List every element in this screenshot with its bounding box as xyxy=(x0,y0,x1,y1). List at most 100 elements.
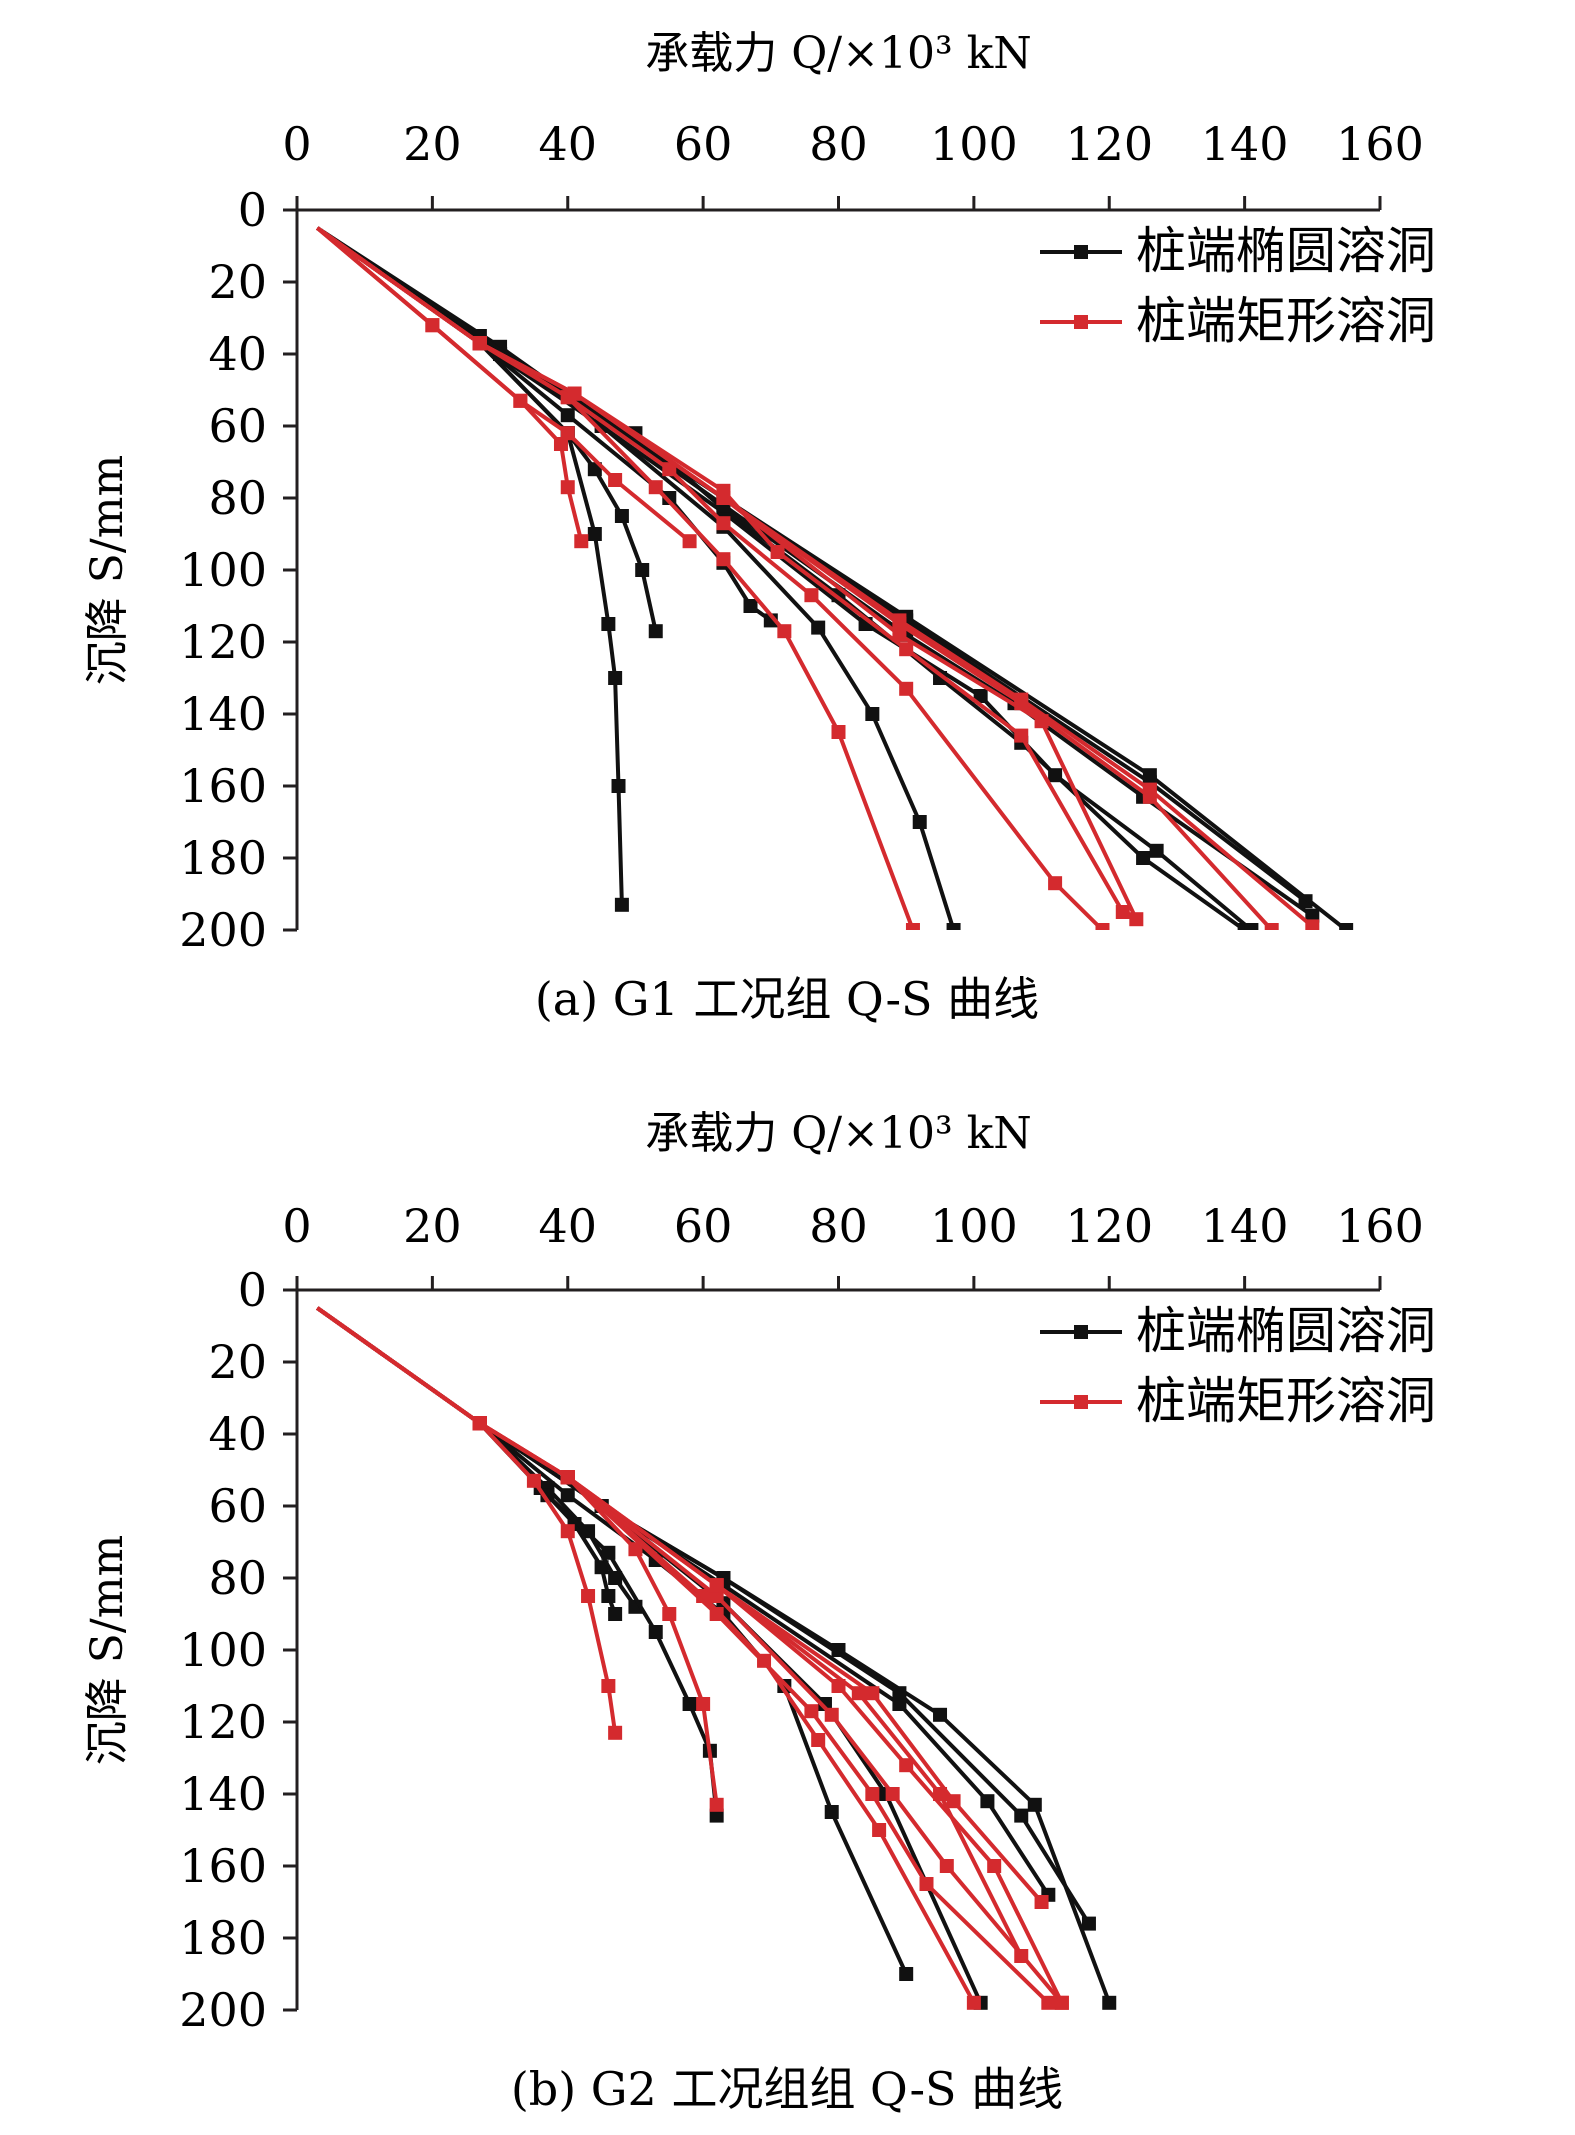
x-tick-label: 0 xyxy=(282,1199,311,1253)
data-point xyxy=(628,1542,643,1557)
data-point xyxy=(662,462,677,477)
data-point xyxy=(581,1589,596,1603)
legend-marker xyxy=(1074,1325,1088,1339)
data-point xyxy=(865,1686,880,1701)
data-point xyxy=(472,336,487,351)
y-tick-label: 140 xyxy=(179,1767,267,1821)
series-line xyxy=(316,226,1314,928)
series-line xyxy=(316,226,915,930)
data-point xyxy=(1142,782,1157,797)
y-tick-label: 0 xyxy=(238,183,267,237)
data-point xyxy=(804,1704,819,1719)
data-point xyxy=(614,897,629,912)
series-line xyxy=(316,1306,1064,2005)
series-6 xyxy=(316,1306,1096,1931)
data-point xyxy=(892,627,907,642)
data-point xyxy=(567,386,582,401)
series-line xyxy=(316,226,1104,930)
data-point xyxy=(662,491,677,505)
data-point xyxy=(905,923,920,930)
data-point xyxy=(696,1697,711,1711)
data-point xyxy=(611,779,626,793)
data-point xyxy=(973,689,988,703)
legend-marker xyxy=(1074,245,1088,259)
y-tick-label: 140 xyxy=(179,687,267,741)
data-point xyxy=(587,527,602,541)
series-line xyxy=(316,226,691,543)
series-line xyxy=(316,1306,1050,1896)
data-point xyxy=(817,1697,832,1711)
x-tick-label: 120 xyxy=(1065,117,1153,171)
data-point xyxy=(919,1877,934,1891)
data-point xyxy=(899,642,914,657)
data-point xyxy=(709,1578,724,1593)
series-0 xyxy=(316,1306,623,1621)
data-point xyxy=(1027,1797,1042,1812)
data-point xyxy=(1054,1995,1069,2010)
y-axis-title: 沉降 S/mm xyxy=(82,1535,133,1765)
y-tick-label: 0 xyxy=(238,1263,267,1317)
series-15 xyxy=(316,1306,1049,1909)
data-point xyxy=(1034,1895,1049,1909)
legend-item-0: 桩端椭圆溶洞 xyxy=(1040,1302,1436,1360)
series-16 xyxy=(316,226,1320,930)
y-tick-label: 200 xyxy=(179,903,267,957)
series-line xyxy=(316,1306,1044,1904)
legend-label: 桩端椭圆溶洞 xyxy=(1136,222,1436,280)
x-axis-title: 承载力 Q/×10³ kN xyxy=(645,1108,1032,1159)
data-point xyxy=(1115,905,1130,919)
legend-marker xyxy=(1074,1395,1088,1409)
chart-caption: (b) G2 工况组组 Q-S 曲线 xyxy=(511,2062,1063,2116)
data-point xyxy=(851,1686,866,1701)
data-point xyxy=(824,1805,839,1819)
series-line xyxy=(316,226,956,930)
series-line xyxy=(316,1306,983,2004)
data-point xyxy=(770,545,785,559)
chart-panel-0: 承载力 Q/×10³ kN 沉降 S/mm 0 20 40 60 80 100 120 140 16… xyxy=(82,28,1436,1026)
data-point xyxy=(1305,919,1320,930)
data-point xyxy=(1142,768,1157,783)
x-tick-label: 20 xyxy=(403,117,462,171)
series-line xyxy=(316,226,1246,930)
y-tick-label: 100 xyxy=(179,543,267,597)
x-tick-label: 160 xyxy=(1336,1199,1424,1253)
data-point xyxy=(716,491,731,505)
y-tick-label: 160 xyxy=(179,1839,267,1893)
y-tick-label: 180 xyxy=(179,1911,267,1965)
data-point xyxy=(526,1473,541,1488)
data-point xyxy=(682,1697,697,1711)
data-point xyxy=(662,1607,677,1621)
data-point xyxy=(865,707,880,721)
data-point xyxy=(682,534,697,549)
legend-item-1: 桩端矩形溶洞 xyxy=(1040,292,1436,350)
data-point xyxy=(1014,1949,1029,1963)
data-point xyxy=(885,1787,900,1801)
chart-panel-1: 承载力 Q/×10³ kN 沉降 S/mm 0 20 40 60 80 100 120 140 16… xyxy=(82,1108,1436,2116)
series-4 xyxy=(316,1306,988,2010)
data-point xyxy=(553,437,568,451)
data-point xyxy=(872,1823,887,1837)
data-point xyxy=(608,1607,623,1621)
plot-area xyxy=(316,226,1354,930)
y-tick-label: 160 xyxy=(179,759,267,813)
series-13 xyxy=(316,1306,1069,2010)
data-point xyxy=(1264,923,1279,930)
series-line xyxy=(316,226,1253,930)
x-tick-label: 60 xyxy=(674,1199,733,1253)
series-12 xyxy=(316,226,1110,930)
data-point xyxy=(980,1794,995,1809)
data-point xyxy=(608,671,623,685)
data-point xyxy=(933,1707,948,1722)
data-point xyxy=(1244,923,1259,930)
data-point xyxy=(574,534,589,549)
data-point xyxy=(648,480,663,495)
data-point xyxy=(1305,908,1320,923)
x-tick-label: 140 xyxy=(1201,1199,1289,1253)
series-14 xyxy=(316,1306,1029,1963)
data-point xyxy=(709,1808,724,1823)
data-point xyxy=(1041,1995,1056,2010)
legend-label: 桩端椭圆溶洞 xyxy=(1136,1302,1436,1360)
series-line xyxy=(316,1306,638,1608)
y-tick-label: 20 xyxy=(208,255,267,309)
data-point xyxy=(425,318,440,333)
